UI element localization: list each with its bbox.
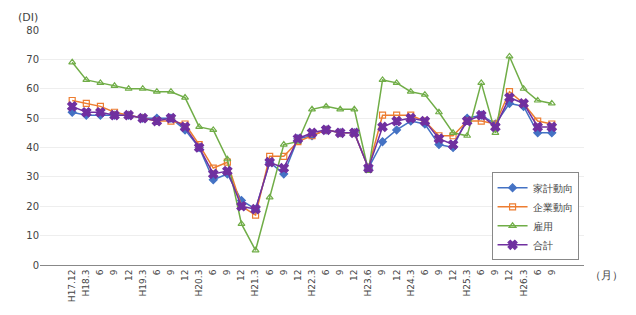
svg-text:家計動向: 家計動向 [533, 183, 573, 194]
svg-text:雇用: 雇用 [533, 221, 553, 232]
svg-text:H21.3: H21.3 [251, 270, 261, 297]
svg-text:30: 30 [26, 171, 39, 182]
svg-text:9: 9 [490, 269, 500, 275]
svg-text:9: 9 [377, 269, 387, 275]
svg-text:H20.3: H20.3 [194, 270, 204, 297]
svg-text:H26.3: H26.3 [519, 270, 529, 297]
svg-text:12: 12 [392, 270, 402, 281]
svg-text:6: 6 [476, 269, 486, 275]
svg-text:H19.3: H19.3 [138, 270, 148, 297]
svg-text:H25.3: H25.3 [462, 270, 472, 297]
svg-text:12: 12 [180, 270, 190, 281]
svg-text:12: 12 [349, 270, 359, 281]
svg-text:20: 20 [26, 201, 39, 212]
svg-text:0: 0 [33, 260, 39, 271]
svg-text:9: 9 [222, 269, 232, 275]
svg-text:9: 9 [166, 269, 176, 275]
svg-text:12: 12 [124, 270, 134, 281]
svg-text:9: 9 [547, 269, 557, 275]
svg-text:9: 9 [434, 269, 444, 275]
svg-text:6: 6 [533, 269, 543, 275]
svg-text:H17.12: H17.12 [67, 270, 77, 303]
svg-text:6: 6 [420, 269, 430, 275]
svg-text:9: 9 [279, 269, 289, 275]
svg-text:H18.3: H18.3 [81, 270, 91, 297]
svg-text:（月）: （月） [590, 269, 623, 282]
svg-text:企業動向: 企業動向 [533, 202, 573, 213]
svg-text:10: 10 [26, 230, 39, 241]
svg-text:H22.3: H22.3 [307, 270, 317, 297]
svg-text:50: 50 [26, 113, 39, 124]
svg-text:12: 12 [293, 270, 303, 281]
svg-text:6: 6 [265, 269, 275, 275]
svg-text:6: 6 [208, 269, 218, 275]
svg-text:40: 40 [26, 142, 39, 153]
svg-text:(DI): (DI) [18, 11, 38, 24]
svg-text:12: 12 [504, 270, 514, 281]
svg-text:H23.6: H23.6 [363, 269, 373, 296]
svg-text:H24.3: H24.3 [406, 270, 416, 297]
svg-text:12: 12 [448, 270, 458, 281]
svg-text:6: 6 [321, 269, 331, 275]
svg-text:合計: 合計 [533, 240, 553, 251]
svg-text:6: 6 [152, 269, 162, 275]
svg-text:9: 9 [109, 269, 119, 275]
svg-text:12: 12 [236, 270, 246, 281]
svg-text:60: 60 [26, 83, 39, 94]
svg-text:80: 80 [26, 25, 39, 36]
svg-text:70: 70 [26, 54, 39, 65]
svg-text:6: 6 [95, 269, 105, 275]
svg-text:9: 9 [335, 269, 345, 275]
